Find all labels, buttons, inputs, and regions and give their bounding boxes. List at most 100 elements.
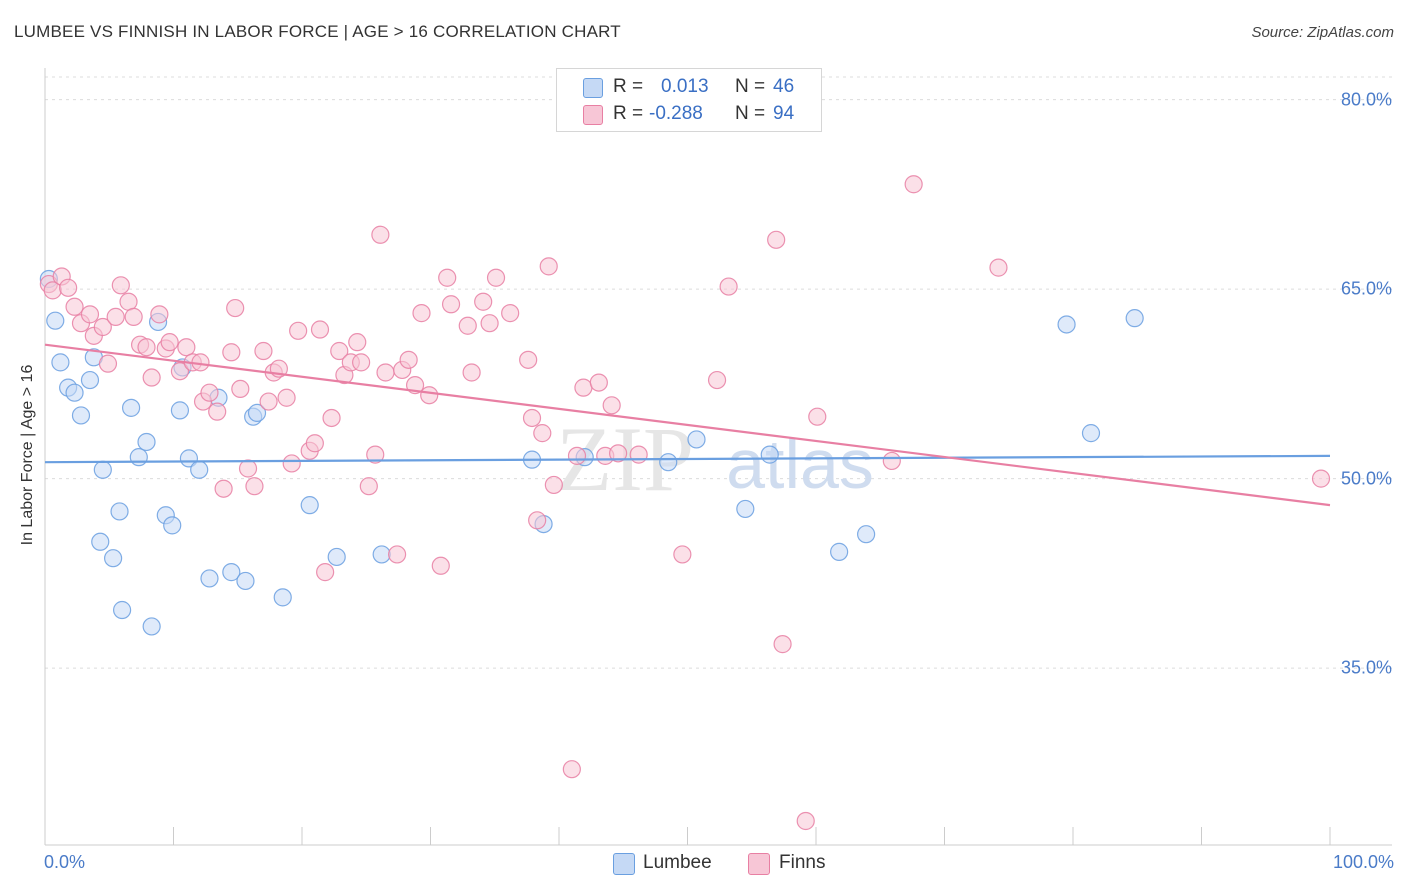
finns-point — [98, 354, 118, 373]
finns-point — [562, 760, 581, 779]
finns-point — [371, 225, 390, 244]
finns-point — [254, 341, 273, 361]
lumbee-point — [236, 571, 255, 591]
finns-point — [501, 304, 520, 323]
lumbee-point — [93, 460, 112, 479]
finns-point — [431, 556, 450, 575]
finns-point — [170, 362, 190, 381]
finns-point — [462, 363, 481, 382]
lumbee-point — [51, 353, 70, 372]
finns-point — [707, 370, 727, 390]
lumbee-point — [190, 460, 209, 479]
finns-point — [458, 316, 477, 335]
lumbee-point — [760, 445, 779, 464]
lumbee-point — [46, 311, 65, 330]
r-label: R = — [613, 76, 644, 97]
n-label: N = — [735, 76, 766, 97]
finns-point — [59, 278, 78, 297]
finns-point — [989, 258, 1008, 277]
finns-point — [539, 257, 558, 276]
finns-point — [160, 333, 179, 352]
finns-point — [177, 338, 196, 357]
finns-point — [438, 268, 457, 287]
lumbee-point — [687, 430, 706, 449]
finns-point — [142, 368, 161, 387]
finns-point — [609, 444, 628, 463]
finns-point — [226, 298, 245, 318]
finns-point — [480, 314, 499, 333]
finns-point — [376, 363, 395, 382]
finns-point — [441, 295, 461, 314]
lumbee-point — [112, 600, 132, 620]
r-value: 0.013 — [661, 76, 709, 97]
finns-point — [904, 175, 923, 194]
lumbee-point — [137, 432, 156, 452]
finns-point — [330, 341, 349, 361]
finns-point — [412, 304, 431, 323]
finns-point — [277, 388, 296, 407]
lumbee-point — [1125, 309, 1144, 328]
finns-point — [245, 477, 264, 496]
finns-point — [420, 386, 439, 405]
finns-point — [533, 424, 552, 443]
legend-lumbee-swatch — [613, 853, 635, 875]
finns-point — [359, 477, 378, 496]
y-tick-label-65: 65.0% — [1340, 278, 1392, 299]
finns-point — [528, 511, 547, 530]
lumbee-point — [142, 617, 161, 636]
finns-point — [289, 321, 308, 340]
finns-point — [259, 392, 278, 411]
finns-point — [238, 459, 258, 478]
finns-point — [796, 811, 815, 831]
lumbee-point — [91, 532, 110, 551]
finns-point — [124, 307, 143, 326]
finns-point — [544, 475, 563, 495]
lumbee-point — [857, 525, 876, 544]
lumbee-point — [736, 499, 755, 519]
finns-point — [629, 445, 648, 464]
source-label: Source: ZipAtlas.com — [1251, 24, 1394, 41]
finns-point — [80, 305, 100, 324]
y-tick-label-80: 80.0% — [1340, 89, 1392, 110]
lumbee-point — [830, 542, 849, 561]
axes — [44, 68, 1392, 846]
lumbee-point — [1057, 315, 1076, 334]
chart-title: LUMBEE VS FINNISH IN LABOR FORCE | AGE >… — [14, 22, 621, 41]
finns-point — [200, 383, 219, 402]
lumbee-trend-line — [44, 454, 1331, 464]
lumbee-point — [327, 547, 346, 567]
finns-point — [348, 333, 367, 352]
finns-point — [150, 305, 169, 324]
lumbee-point — [1081, 424, 1101, 443]
finns-point — [106, 307, 125, 326]
finns-point — [522, 408, 542, 428]
lumbee-swatch — [583, 78, 603, 98]
lumbee-point — [273, 588, 292, 607]
lumbee-point — [659, 453, 678, 472]
finns-point — [231, 379, 250, 399]
finns-swatch — [583, 105, 603, 125]
stats-legend: R = 0.013 N = 46 R = -0.288 N = 94 — [556, 68, 822, 132]
lumbee-point — [200, 569, 219, 588]
finns-point — [773, 635, 792, 654]
finns-point — [214, 479, 233, 498]
finns-point — [719, 277, 738, 296]
finns-point — [305, 434, 324, 453]
finns-point — [137, 338, 156, 357]
finns-point — [222, 343, 241, 362]
lumbee-point — [247, 403, 267, 423]
lumbee-point — [65, 383, 84, 402]
finns-point — [474, 292, 493, 311]
finns-point — [767, 230, 786, 249]
finns-trend-line — [44, 343, 1331, 507]
lumbee-point — [179, 449, 199, 468]
finns-point — [882, 451, 901, 471]
lumbee-point — [80, 370, 100, 390]
legend-finns-swatch — [748, 853, 770, 875]
r-label: R = — [613, 103, 644, 124]
lumbee-point — [300, 496, 319, 515]
finns-point — [316, 563, 335, 582]
finns-point — [574, 378, 593, 397]
finns-point — [673, 545, 692, 564]
finns-point — [387, 545, 407, 564]
